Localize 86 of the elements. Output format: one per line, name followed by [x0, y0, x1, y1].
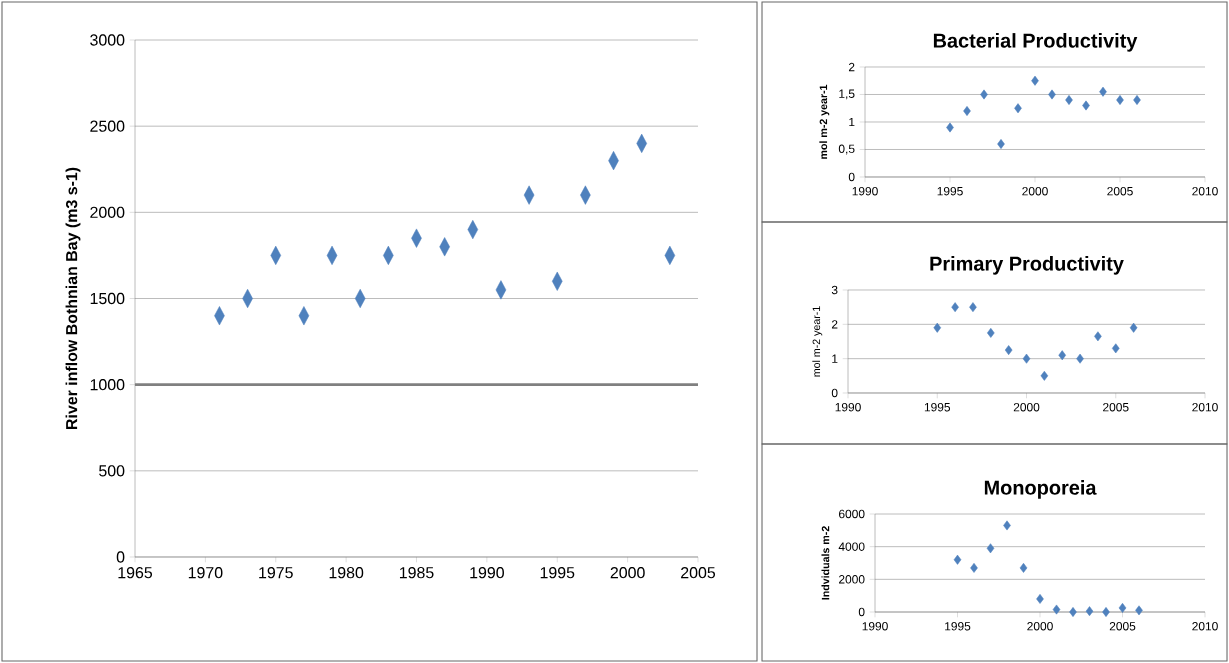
y-tick-label: 6000	[839, 509, 865, 519]
point	[1102, 607, 1110, 617]
point	[1004, 345, 1013, 355]
point	[946, 122, 954, 133]
point	[970, 562, 978, 573]
y-tick-label: 2500	[90, 120, 125, 132]
y-tick-label: 1	[849, 117, 855, 127]
y-tick-label: 2000	[90, 206, 125, 218]
x-tick-label: 1995	[540, 567, 575, 579]
point	[987, 327, 995, 338]
y-tick-label: 0	[858, 607, 865, 617]
point	[1129, 322, 1138, 333]
x-tick-label: 1995	[937, 186, 963, 196]
x-tick-label: 1970	[188, 567, 223, 579]
y-tick-label: 2	[831, 320, 838, 329]
point	[969, 302, 977, 313]
y-axis-title: mol m-2 year-1	[812, 306, 823, 377]
x-tick-label: 1975	[259, 567, 293, 579]
point	[1094, 331, 1102, 342]
x-tick-label: 1980	[329, 567, 364, 579]
x-tick-label: 1995	[924, 403, 951, 412]
y-axis-title: Indviduals m-2	[821, 526, 830, 600]
chart-title: Monoporeia	[984, 480, 1097, 499]
x-tick-label: 1990	[862, 622, 888, 631]
point	[1069, 607, 1077, 617]
point	[951, 302, 959, 313]
y-tick-label: 1,5	[839, 89, 855, 100]
point	[933, 322, 942, 333]
chart-title: Primary Productivity	[930, 256, 1124, 275]
point	[980, 89, 988, 100]
x-tick-label: 2010	[1192, 403, 1218, 412]
x-tick-label: 2010	[1192, 186, 1218, 196]
x-tick-label: 1995	[945, 622, 971, 631]
point	[1116, 95, 1124, 105]
point	[1036, 594, 1044, 604]
point	[1118, 603, 1127, 613]
point	[953, 554, 962, 565]
point	[1003, 520, 1011, 531]
chart-title: Bacterial Productivity	[933, 33, 1138, 52]
point	[1112, 343, 1120, 354]
x-tick-label: 2000	[1013, 403, 1040, 412]
x-tick-label: 2005	[1109, 622, 1136, 631]
x-tick-label: 1990	[835, 403, 861, 412]
point	[1058, 350, 1066, 361]
y-axis-title: mol m-2 year-1	[819, 84, 830, 159]
x-tick-label: 1990	[470, 567, 504, 579]
y-tick-label: 1000	[90, 379, 125, 391]
y-tick-label: 500	[99, 465, 125, 477]
point	[1076, 353, 1084, 364]
y-tick-label: 0	[831, 388, 838, 398]
point	[1040, 370, 1049, 381]
point	[1085, 606, 1094, 617]
point	[1135, 605, 1143, 616]
point	[963, 106, 971, 116]
x-tick-label: 2005	[1103, 403, 1129, 412]
x-tick-label: 1965	[118, 567, 153, 579]
y-axis-title: River inflow Bothnian Bay (m3 s-1)	[65, 167, 81, 429]
y-tick-label: 0	[848, 172, 855, 182]
x-tick-label: 2010	[1192, 622, 1218, 631]
x-tick-label: 1985	[399, 567, 434, 579]
x-tick-label: 1990	[852, 186, 878, 196]
y-tick-label: 3000	[90, 34, 125, 46]
point	[1031, 75, 1039, 86]
point	[1019, 562, 1028, 573]
point	[1048, 89, 1056, 100]
x-tick-label: 2000	[610, 567, 645, 579]
point	[1099, 86, 1107, 97]
y-tick-label: 3	[831, 285, 838, 295]
point	[997, 139, 1005, 149]
point	[1052, 604, 1061, 615]
point	[1022, 353, 1031, 364]
x-tick-label: 2000	[1027, 622, 1053, 631]
y-tick-label: 2	[848, 62, 855, 72]
point	[1082, 100, 1090, 111]
x-tick-label: 2005	[1107, 186, 1133, 196]
x-tick-label: 2005	[681, 567, 716, 579]
point	[1065, 95, 1073, 105]
y-tick-label: 0	[116, 551, 125, 563]
point	[986, 543, 995, 554]
y-tick-label: 1500	[90, 292, 125, 305]
y-tick-label: 1	[832, 354, 838, 363]
point	[1133, 95, 1141, 105]
x-tick-label: 2000	[1022, 186, 1048, 196]
y-tick-label: 4000	[838, 542, 865, 551]
y-tick-label: 0,5	[838, 144, 855, 155]
point	[1014, 103, 1022, 114]
